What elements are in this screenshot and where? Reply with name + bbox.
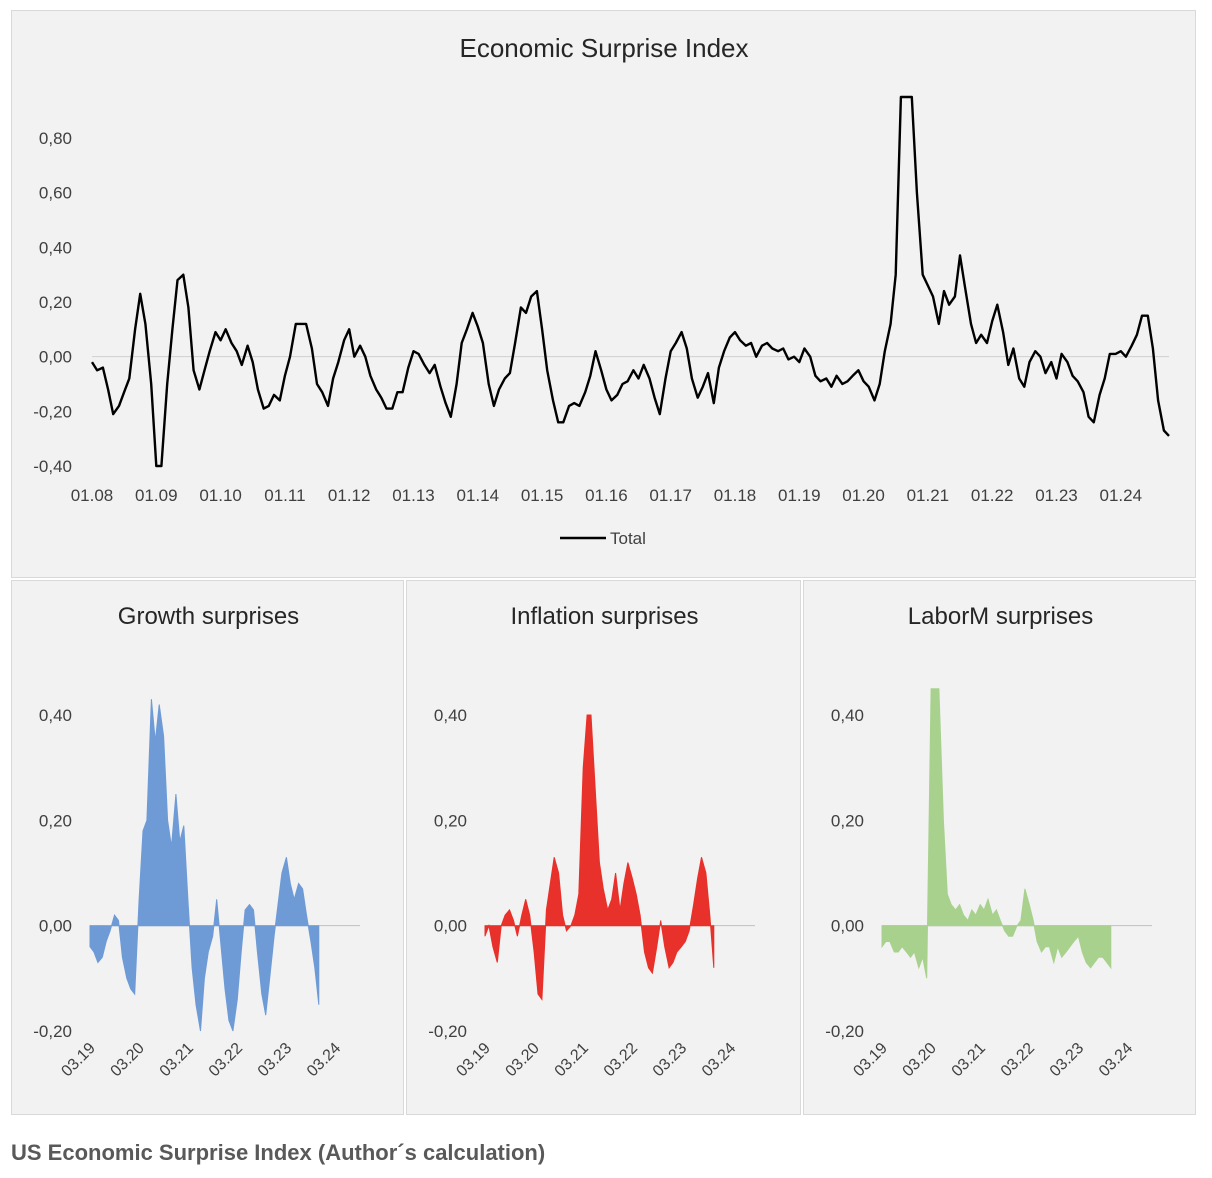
x-tick-label: 01.16 — [585, 486, 628, 505]
x-tick-label: 03.20 — [503, 1040, 543, 1080]
x-tick-label: 01.08 — [71, 486, 114, 505]
y-tick-label: -0,20 — [428, 1022, 467, 1041]
x-tick-label: 03.20 — [108, 1040, 148, 1080]
y-tick-label: -0,20 — [33, 402, 72, 421]
x-tick-label: 03.19 — [58, 1040, 98, 1080]
x-tick-label: 03.19 — [453, 1040, 493, 1080]
x-tick-label: 03.21 — [552, 1040, 592, 1080]
x-tick-label: 03.24 — [1096, 1040, 1136, 1080]
x-tick-label: 01.17 — [649, 486, 692, 505]
inflation-chart-title: Inflation surprises — [510, 603, 698, 630]
y-tick-label: 0,20 — [39, 811, 72, 830]
x-tick-label: 01.13 — [392, 486, 435, 505]
series-line-total — [90, 95, 1170, 468]
x-tick-label: 03.22 — [206, 1040, 246, 1080]
x-tick-label: 01.22 — [971, 486, 1014, 505]
chart-title: Economic Surprise Index — [459, 33, 748, 63]
growth-chart-panel: Growth surprises 0,40 0,20 0,00 -0,20 03.19 03… — [11, 580, 404, 1115]
y-tick-label: 0,20 — [434, 811, 467, 830]
x-tick-label: 03.21 — [157, 1040, 197, 1080]
labor-chart-panel: LaborM surprises 0,40 0,20 0,00 -0,20 03.19 03… — [803, 580, 1196, 1115]
inflation-chart-svg: Inflation surprises 0,40 0,20 0,00 -0,2003.1… — [428, 603, 755, 1080]
y-tick-label: -0,40 — [33, 457, 72, 476]
x-tick-label: 01.11 — [264, 486, 305, 505]
x-tick-label: 03.24 — [699, 1040, 739, 1080]
y-tick-label: 0,20 — [831, 811, 864, 830]
x-tick-label: 01.10 — [199, 486, 242, 505]
x-tick-label: 01.15 — [521, 486, 564, 505]
x-tick-label: 03.21 — [949, 1040, 989, 1080]
x-tick-label: 01.19 — [778, 486, 821, 505]
figure-caption: US Economic Surprise Index (Author´s cal… — [11, 1140, 546, 1165]
legend-label-total: Total — [610, 529, 646, 548]
growth-chart-title: Growth surprises — [118, 603, 299, 630]
y-tick-label: 0,00 — [39, 348, 72, 367]
x-tick-label: 01.20 — [842, 486, 885, 505]
growth-area-series — [89, 699, 320, 1032]
x-tick-label: 01.23 — [1035, 486, 1078, 505]
y-tick-label: 0,60 — [39, 184, 72, 203]
x-tick-label: 03.23 — [255, 1040, 295, 1080]
y-tick-label: -0,20 — [33, 1022, 72, 1041]
y-tick-label: 0,00 — [39, 917, 72, 936]
y-tick-label: -0,20 — [825, 1022, 864, 1041]
x-tick-label: 03.24 — [304, 1040, 344, 1080]
y-tick-label: 0,40 — [39, 706, 72, 725]
x-tick-label: 01.18 — [714, 486, 757, 505]
y-tick-label: 0,00 — [434, 917, 467, 936]
x-tick-label: 01.21 — [907, 486, 950, 505]
x-tick-label: 03.22 — [998, 1040, 1038, 1080]
x-tick-label: 03.19 — [850, 1040, 890, 1080]
x-tick-label: 01.14 — [457, 486, 500, 505]
y-tick-label: 0,20 — [39, 293, 72, 312]
y-tick-label: 0,00 — [831, 917, 864, 936]
y-tick-label: 0,40 — [39, 238, 72, 257]
x-tick-label: 01.12 — [328, 486, 371, 505]
labor-chart-title: LaborM surprises — [908, 603, 1093, 630]
y-tick-label: 0,40 — [434, 706, 467, 725]
inflation-area-series — [484, 714, 715, 1001]
total-chart-svg: Economic Surprise Index 0,80 0,60 0,40 0,20 0… — [33, 33, 1170, 548]
x-tick-label: 03.23 — [1047, 1040, 1087, 1080]
x-tick-label: 03.22 — [601, 1040, 641, 1080]
y-tick-label: 0,40 — [831, 706, 864, 725]
x-tick-label: 03.20 — [900, 1040, 940, 1080]
x-tick-label: 03.23 — [650, 1040, 690, 1080]
x-tick-label: 01.24 — [1100, 486, 1143, 505]
x-tick-label: 01.09 — [135, 486, 178, 505]
total-chart-panel: Economic Surprise Index 0,80 0,60 0,40 0,20 0… — [11, 10, 1196, 578]
labor-area-series — [881, 688, 1112, 979]
y-tick-label: 0,80 — [39, 129, 72, 148]
inflation-chart-panel: Inflation surprises 0,40 0,20 0,00 -0,20 03.1… — [406, 580, 801, 1115]
